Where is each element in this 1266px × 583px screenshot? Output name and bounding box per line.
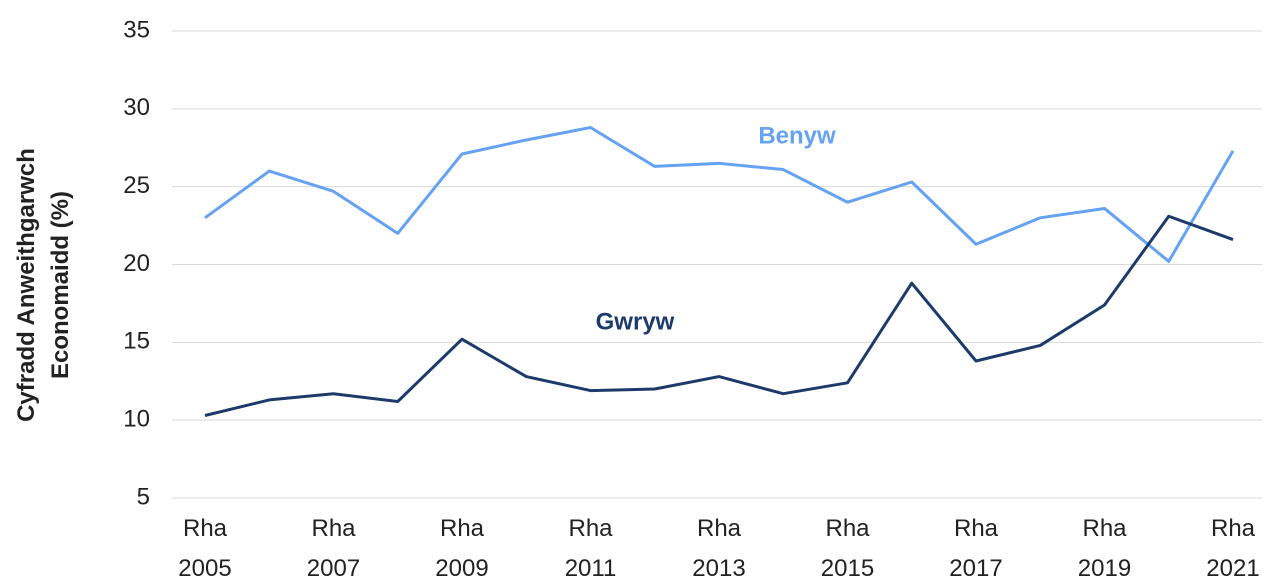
- x-tick-label: Rha 2021: [1206, 515, 1259, 582]
- y-tick-label: 15: [123, 328, 150, 355]
- x-tick-label: Rha 2015: [821, 515, 874, 582]
- y-tick-label: 5: [137, 483, 150, 510]
- series-label: Gwryw: [596, 308, 675, 335]
- y-tick-label: 30: [123, 94, 150, 121]
- y-axis-label: Cyfradd Anweithgarwch Economaidd (%): [13, 148, 74, 422]
- y-tick-label: 35: [123, 16, 150, 43]
- series-line: [204, 214, 1234, 417]
- y-tick-label: 20: [123, 250, 150, 277]
- x-tick-label: Rha 2019: [1078, 515, 1131, 582]
- y-tick-label: 25: [123, 172, 150, 199]
- x-tick-label: Rha 2017: [949, 515, 1002, 582]
- series-label: Benyw: [758, 122, 836, 149]
- x-tick-label: Rha 2013: [692, 515, 745, 582]
- x-tick-label: Rha 2005: [178, 515, 231, 582]
- x-tick-label: Rha 2011: [565, 515, 617, 582]
- x-tick-label: Rha 2009: [435, 515, 488, 582]
- y-tick-label: 10: [123, 406, 150, 433]
- series-line: [204, 126, 1235, 263]
- x-tick-label: Rha 2007: [307, 515, 360, 582]
